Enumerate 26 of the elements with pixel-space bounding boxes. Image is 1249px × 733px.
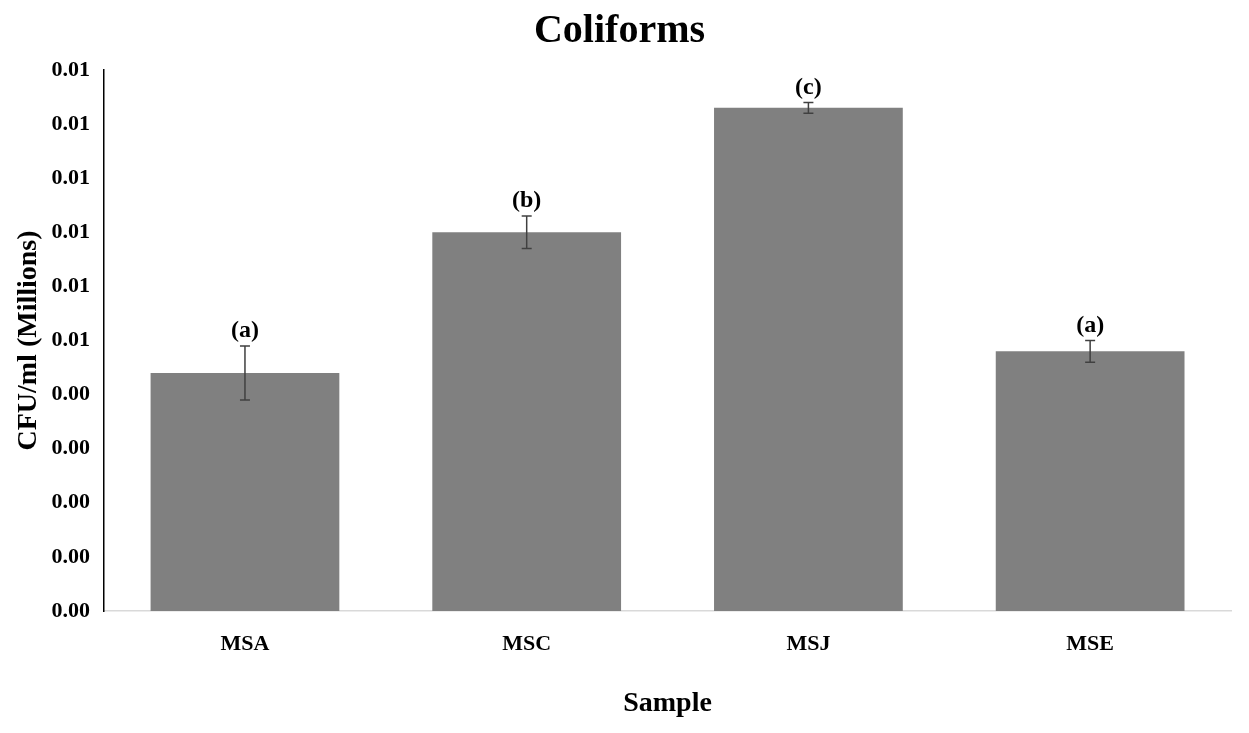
bar [995, 351, 1185, 611]
x-tick-label: MSE [1066, 629, 1114, 655]
y-tick-label: 0.00 [51, 596, 91, 622]
y-tick-label: 0.00 [51, 542, 91, 568]
y-tick-label: 0.01 [51, 163, 91, 189]
annotation: (a) [1076, 310, 1105, 337]
y-tick-label: 0.01 [51, 217, 91, 243]
y-axis-title: CFU/ml (Millions) [11, 230, 43, 451]
bar [432, 232, 622, 611]
y-tick-label: 0.01 [51, 55, 91, 81]
annotation: (c) [795, 72, 822, 99]
y-tick-label: 0.00 [51, 434, 91, 460]
bar [714, 107, 903, 611]
x-tick-label: MSJ [786, 629, 831, 655]
y-tick-label: 0.00 [51, 488, 91, 514]
x-tick-label: MSC [502, 629, 552, 655]
bar [150, 372, 340, 611]
annotation: (b) [512, 186, 542, 213]
y-tick-label: 0.00 [51, 380, 91, 406]
x-tick-label: MSA [220, 629, 270, 655]
y-tick-label: 0.01 [51, 109, 91, 135]
y-tick-label: 0.01 [51, 272, 91, 298]
annotation: (a) [230, 316, 259, 343]
y-tick-label: 0.01 [51, 326, 91, 352]
chart-title: Coliforms [533, 6, 706, 52]
x-axis-title: Sample [623, 686, 712, 718]
